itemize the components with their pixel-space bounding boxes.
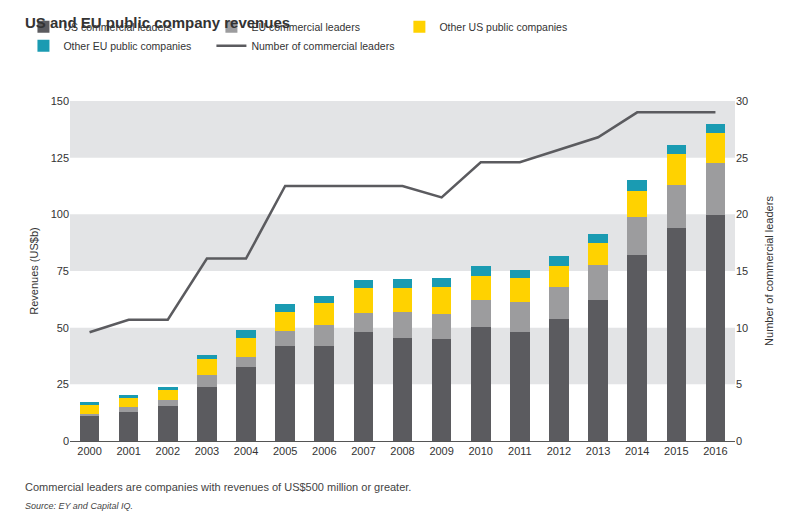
svg-text:50: 50 <box>57 322 69 334</box>
svg-text:25: 25 <box>736 152 748 164</box>
svg-text:US and EU public company reven: US and EU public company revenues <box>25 14 290 31</box>
svg-text:2001: 2001 <box>116 445 140 457</box>
svg-text:125: 125 <box>51 152 69 164</box>
svg-text:Number of commercial leaders: Number of commercial leaders <box>251 40 394 52</box>
svg-text:2004: 2004 <box>234 445 258 457</box>
svg-text:20: 20 <box>736 208 748 220</box>
svg-text:Other US public companies: Other US public companies <box>439 21 567 33</box>
svg-text:2011: 2011 <box>508 445 532 457</box>
svg-text:5: 5 <box>736 378 742 390</box>
svg-text:2015: 2015 <box>664 445 688 457</box>
svg-text:2002: 2002 <box>156 445 180 457</box>
svg-text:2006: 2006 <box>312 445 336 457</box>
svg-text:2008: 2008 <box>390 445 414 457</box>
svg-text:2016: 2016 <box>703 445 727 457</box>
svg-text:2007: 2007 <box>351 445 375 457</box>
svg-text:0: 0 <box>63 435 69 447</box>
svg-text:2012: 2012 <box>547 445 571 457</box>
svg-text:15: 15 <box>736 265 748 277</box>
svg-text:2013: 2013 <box>586 445 610 457</box>
svg-text:75: 75 <box>57 265 69 277</box>
svg-text:25: 25 <box>57 378 69 390</box>
svg-text:2014: 2014 <box>625 445 649 457</box>
svg-text:30: 30 <box>736 95 748 107</box>
svg-text:US commercial leaders: US commercial leaders <box>63 21 172 33</box>
svg-text:Revenues (US$b): Revenues (US$b) <box>28 227 40 314</box>
svg-text:100: 100 <box>51 208 69 220</box>
svg-text:150: 150 <box>51 95 69 107</box>
svg-text:10: 10 <box>736 322 748 334</box>
svg-text:2009: 2009 <box>429 445 453 457</box>
svg-text:Source: EY and Capital IQ.: Source: EY and Capital IQ. <box>25 501 133 511</box>
svg-text:2000: 2000 <box>77 445 101 457</box>
svg-text:2010: 2010 <box>468 445 492 457</box>
svg-text:Commercial leaders are compani: Commercial leaders are companies with re… <box>25 481 411 493</box>
svg-text:EU commercial leaders: EU commercial leaders <box>251 21 360 33</box>
svg-text:Number of commercial leaders: Number of commercial leaders <box>763 196 775 346</box>
svg-text:0: 0 <box>736 435 742 447</box>
svg-text:2003: 2003 <box>195 445 219 457</box>
svg-text:2005: 2005 <box>273 445 297 457</box>
svg-text:Other EU public companies: Other EU public companies <box>63 40 191 52</box>
